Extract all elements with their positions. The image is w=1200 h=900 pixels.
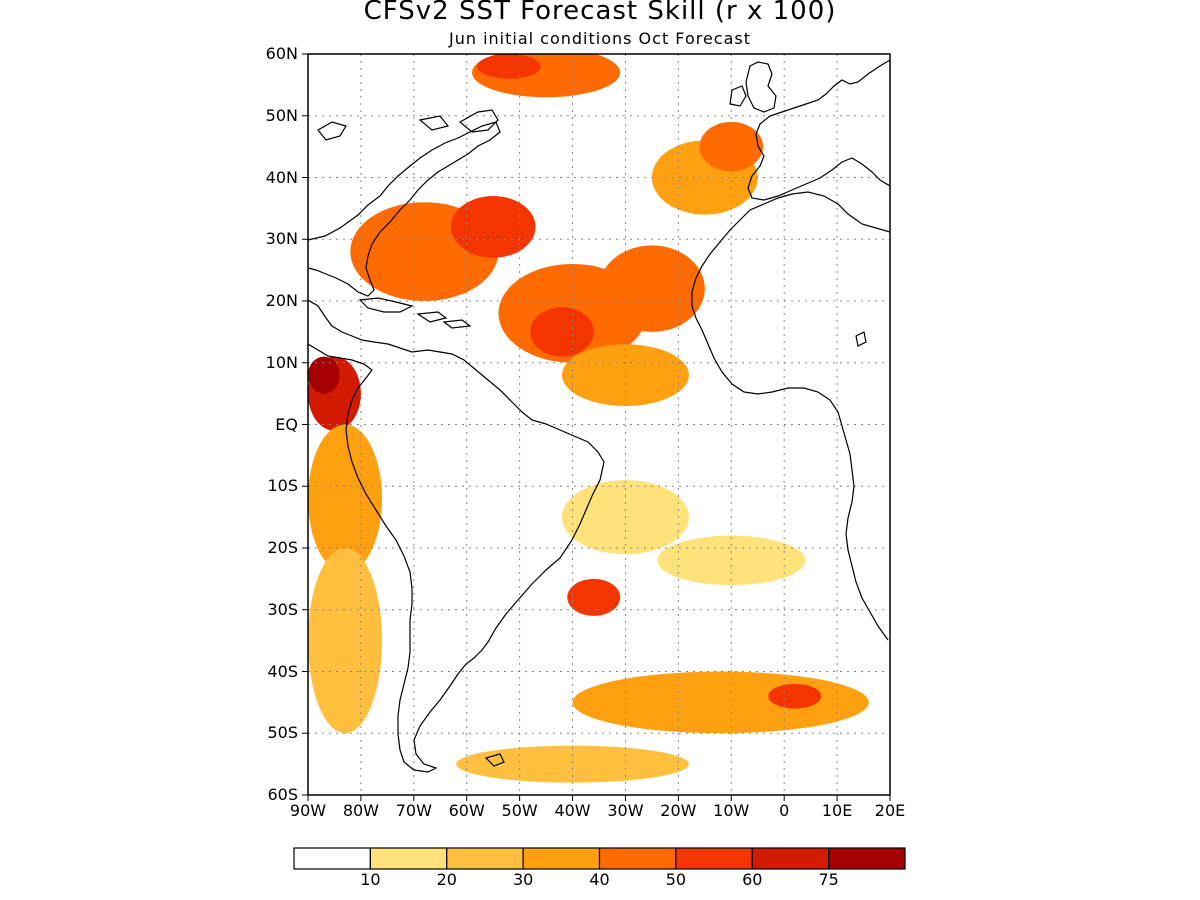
lon-label: 20W	[660, 801, 697, 820]
lon-label: 50W	[501, 801, 538, 820]
lat-lon-grid	[302, 53, 891, 801]
skill-region-3	[530, 307, 594, 357]
coastline-madagascar-edge	[855, 331, 867, 347]
lon-label: 70W	[395, 801, 432, 820]
skill-region-9	[477, 54, 541, 79]
lat-label: 40N	[265, 167, 298, 187]
colorbar-swatch-3	[522, 847, 601, 870]
lat-label: 50S	[267, 723, 298, 743]
coastline-caribbean	[358, 297, 472, 329]
lon-label: 10E	[821, 801, 853, 820]
lon-label: 30W	[607, 801, 644, 820]
map-frame	[307, 53, 891, 796]
lon-label: 90W	[289, 801, 327, 820]
skill-region-5	[561, 344, 689, 406]
colorbar-label: 30	[512, 870, 534, 889]
colorbar-swatch-5	[675, 847, 753, 870]
colorbar-label: 10	[360, 870, 381, 889]
colorbar-swatch-4	[598, 847, 677, 870]
skill-region-19	[456, 745, 689, 783]
colorbar-swatch-6	[751, 847, 830, 870]
lon-label: 60W	[448, 801, 485, 820]
lat-label: 60N	[265, 44, 298, 63]
coastline-ireland	[729, 85, 747, 107]
colorbar-swatch-1	[369, 847, 448, 870]
coastline-britain	[745, 61, 777, 113]
lat-label: 50N	[265, 105, 298, 125]
lon-label: 80W	[342, 801, 379, 820]
lat-label: 10S	[267, 476, 298, 496]
colorbar-label: 20	[436, 870, 457, 889]
map-subtitle: Jun initial conditions Oct Forecast	[448, 29, 752, 48]
lon-label: 0	[779, 801, 790, 820]
lat-label: 10N	[265, 352, 298, 372]
skill-shading	[308, 54, 869, 783]
skill-region-1	[450, 196, 536, 258]
coastline-europe	[747, 59, 890, 201]
skill-region-18	[768, 683, 822, 709]
lat-label: 60S	[267, 785, 298, 804]
colorbar-label: 75	[818, 870, 839, 889]
lat-label: 20N	[265, 291, 298, 310]
colorbar-label: 50	[665, 870, 687, 889]
coastline-gulf-central-america	[308, 299, 605, 773]
coastlines	[308, 59, 890, 773]
map-title: CFSv2 SST Forecast Skill (r x 100)	[363, 0, 837, 26]
colorbar-swatch-7	[828, 847, 906, 870]
coastline-north-america	[308, 121, 501, 297]
lat-label: 30N	[265, 229, 298, 249]
colorbar-label: 60	[742, 870, 763, 889]
skill-region-17	[572, 671, 869, 734]
lon-label: 10W	[713, 801, 750, 820]
skill-region-11	[308, 356, 340, 394]
coastline-africa	[691, 191, 890, 641]
skill-region-13	[308, 548, 383, 734]
lon-label: 40W	[554, 801, 591, 820]
lon-label: 20E	[874, 801, 906, 820]
lat-label: EQ	[275, 414, 298, 434]
colorbar-swatch-0	[293, 847, 371, 870]
colorbar-label: 40	[589, 870, 610, 889]
skill-region-12	[308, 424, 383, 573]
coastline-falklands	[484, 753, 505, 767]
lat-label: 30S	[267, 599, 298, 619]
coastline-newfoundland	[317, 109, 499, 141]
skill-region-16	[657, 535, 806, 586]
colorbar	[293, 847, 906, 870]
lat-label: 40S	[267, 661, 298, 681]
colorbar-swatch-2	[446, 847, 524, 870]
skill-region-14	[567, 578, 621, 616]
lat-label: 20S	[267, 538, 298, 557]
skill-region-4	[599, 245, 705, 332]
